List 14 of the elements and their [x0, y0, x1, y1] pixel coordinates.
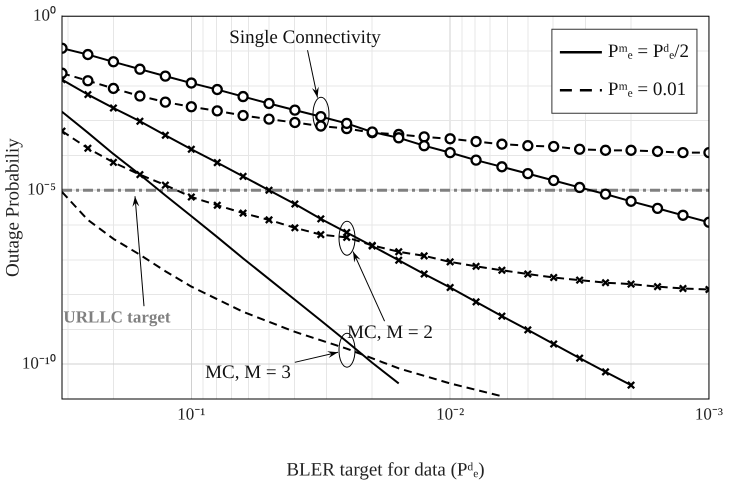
y-tick-label: 10⁻¹⁰	[22, 354, 56, 373]
x-axis-title: BLER target for data (Pᵈₑ)	[286, 460, 485, 481]
y-axis-title: Outage Probabiliy	[2, 138, 24, 277]
legend-label: Pᵐₑ = 0.01	[608, 79, 686, 100]
annotation: MC, M = 2	[347, 322, 433, 344]
x-tick-label: 10⁻²	[436, 404, 464, 424]
annotation: MC, M = 3	[205, 362, 291, 384]
y-tick-label: 10⁻⁵	[27, 180, 56, 199]
x-tick-label: 10⁻³	[694, 404, 724, 424]
legend-label: Pᵐₑ = Pᵈₑ/2	[608, 41, 689, 62]
x-tick-label: 10⁻¹	[177, 404, 206, 424]
ref-line-label: URLLC target	[63, 308, 171, 327]
y-tick-label: 10⁰	[33, 6, 56, 25]
annotation: Single Connectivity	[229, 27, 382, 48]
